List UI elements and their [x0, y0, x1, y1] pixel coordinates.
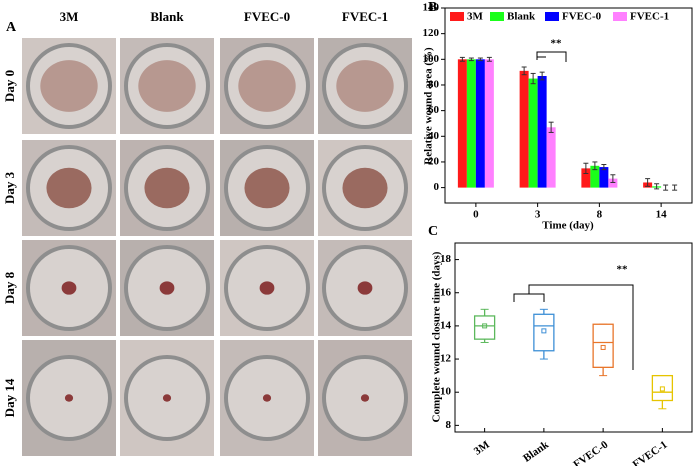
row-label: Day 0 [2, 70, 17, 102]
wound [342, 167, 388, 209]
bar [484, 59, 494, 188]
x-tick-label: Blank [521, 438, 552, 464]
annotation-bracket [528, 284, 634, 370]
x-tick-label: FVEC-1 [631, 439, 670, 466]
x-tick-label: 0 [473, 209, 479, 221]
bar [475, 59, 485, 188]
wound [138, 60, 196, 112]
bar [528, 78, 538, 188]
x-tick-label: FVEC-0 [571, 438, 610, 466]
wound [262, 394, 272, 402]
wound [238, 60, 296, 112]
annotation-bracket [536, 51, 567, 62]
wound [162, 394, 172, 402]
bar [599, 167, 609, 188]
box [651, 374, 674, 402]
y-axis-title: Relative wound area (%) [423, 47, 435, 165]
wound [259, 281, 275, 295]
legend-label: FVEC-0 [562, 11, 602, 23]
legend-swatch [490, 12, 504, 21]
y-tick-label: 12 [440, 353, 452, 365]
wound [360, 394, 370, 402]
bar [590, 165, 600, 188]
bar [546, 127, 556, 188]
x-tick-label: 3 [535, 209, 541, 221]
y-tick-label: 40 [428, 130, 440, 142]
mean-marker [541, 328, 547, 334]
y-tick-label: 80 [428, 79, 440, 91]
legend-label: FVEC-1 [630, 11, 669, 23]
y-axis-title: Complete wound closure time (days) [431, 251, 443, 422]
annotation-bracket [513, 293, 545, 302]
y-tick-label: 8 [446, 419, 452, 431]
column-label: 3M [60, 9, 79, 24]
wound [61, 281, 77, 295]
y-tick-label: 120 [423, 27, 440, 39]
x-tick-label: 3M [472, 438, 492, 457]
panel-label: C [428, 224, 438, 239]
mean-marker [659, 386, 665, 392]
y-tick-label: 20 [428, 155, 440, 167]
legend-label: Blank [507, 11, 536, 23]
wound [159, 281, 175, 295]
wound [64, 394, 74, 402]
y-tick-label: 10 [440, 386, 452, 398]
row-label: Day 14 [2, 378, 17, 417]
wound [336, 60, 394, 112]
y-tick-label: 18 [440, 253, 452, 265]
column-label: FVEC-0 [244, 9, 290, 24]
wound [144, 167, 190, 209]
wound [46, 167, 92, 209]
row-label: Day 3 [2, 171, 17, 204]
y-tick-label: 60 [428, 104, 440, 116]
column-label: Blank [150, 9, 184, 24]
plot-frame [444, 7, 693, 204]
bar [581, 168, 591, 188]
y-tick-label: 16 [440, 286, 452, 298]
bar [466, 59, 476, 188]
bar [608, 178, 618, 188]
legend-swatch [545, 12, 559, 21]
x-tick-label: 8 [597, 209, 603, 221]
y-tick-label: 100 [423, 53, 440, 65]
y-tick-label: 14 [440, 319, 452, 331]
y-tick-label: 140 [423, 2, 440, 14]
wound [357, 281, 373, 295]
bar [537, 75, 547, 188]
panel-label: A [6, 20, 17, 35]
photo-grid [22, 38, 412, 456]
x-tick-label: 14 [656, 209, 668, 221]
mean-marker [482, 323, 488, 329]
y-tick-label: 0 [434, 181, 440, 193]
bar [457, 59, 467, 188]
x-axis-title: Time (day) [542, 220, 594, 232]
legend-label: 3M [467, 11, 484, 23]
annotation: ** [617, 264, 629, 276]
bar [519, 70, 529, 188]
column-label: FVEC-1 [342, 9, 388, 24]
legend-swatch [450, 12, 464, 21]
panel-label: B [428, 0, 437, 15]
wound [244, 167, 290, 209]
annotation: ** [551, 38, 563, 50]
row-label: Day 8 [2, 271, 17, 304]
legend-swatch [613, 12, 627, 21]
plot-frame [454, 242, 693, 433]
wound [40, 60, 98, 112]
mean-marker [600, 344, 606, 350]
